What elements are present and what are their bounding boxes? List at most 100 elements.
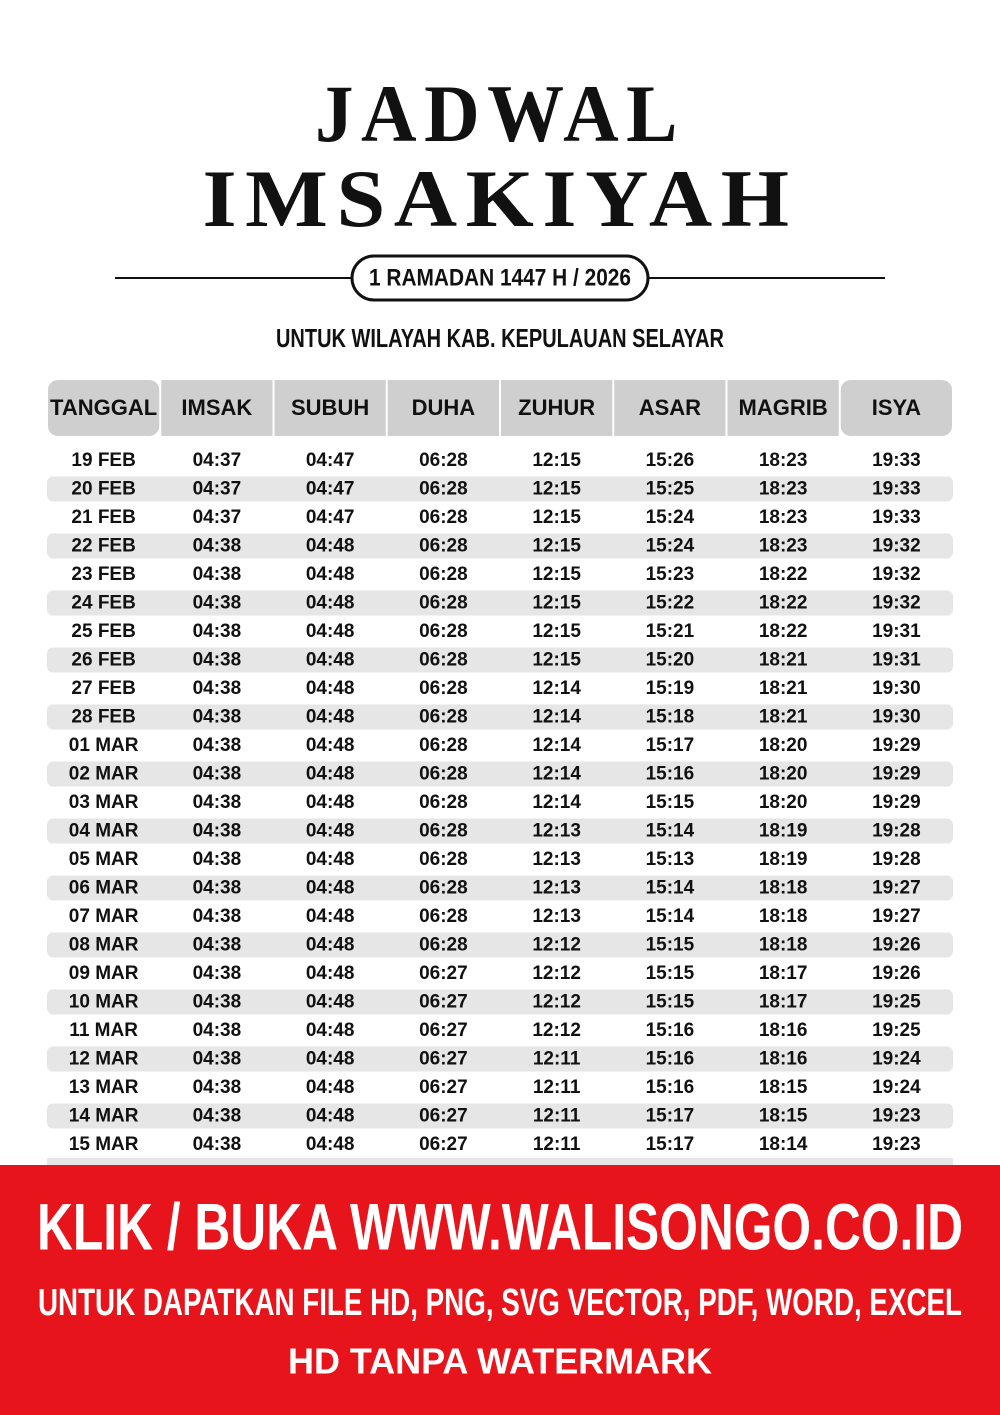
cell: 08 MAR	[69, 935, 139, 956]
cell: 15:14	[646, 906, 695, 927]
cell: 15:23	[646, 564, 695, 585]
cell: 04:48	[306, 821, 355, 842]
cell: 12:15	[532, 564, 581, 585]
cell: 04:48	[306, 963, 355, 984]
banner-line3: HD TANPA WATERMARK	[288, 1341, 712, 1382]
cell: 03 MAR	[69, 792, 139, 813]
cell: 12:15	[532, 650, 581, 671]
cell: 04:48	[306, 849, 355, 870]
cell: 07 MAR	[69, 906, 139, 927]
cell: 04:38	[193, 992, 242, 1013]
cell: 11 MAR	[69, 1020, 138, 1041]
cell: 14 MAR	[69, 1106, 139, 1127]
cell: 04:48	[306, 992, 355, 1013]
cell: 15:17	[646, 735, 695, 756]
cell: 15:17	[646, 1134, 695, 1155]
cell: 22 FEB	[71, 536, 135, 557]
cell: 04:38	[193, 621, 242, 642]
cell: 15:22	[646, 593, 695, 614]
header-cell	[387, 380, 499, 436]
cell: 04:48	[306, 1134, 355, 1155]
cell: 15:15	[646, 935, 695, 956]
row-stripe	[47, 647, 953, 673]
column-header: SUBUH	[291, 395, 369, 420]
cell: 12:13	[532, 849, 581, 870]
cell: 27 FEB	[71, 678, 135, 699]
cell: 18:18	[759, 906, 808, 927]
cell: 06:28	[419, 479, 468, 500]
cell: 18:19	[759, 821, 808, 842]
header-cell	[727, 380, 839, 436]
cell: 12:12	[532, 992, 581, 1013]
cell: 04:38	[193, 1020, 242, 1041]
cell: 06:28	[419, 621, 468, 642]
cell: 18:23	[759, 507, 808, 528]
cell: 04:38	[193, 1106, 242, 1127]
cell: 19:29	[872, 764, 921, 785]
cell: 04:48	[306, 536, 355, 557]
cell: 06:28	[419, 536, 468, 557]
cell: 04:38	[193, 906, 242, 927]
cell: 06:28	[419, 678, 468, 699]
cell: 19:23	[872, 1134, 921, 1155]
row-stripe	[47, 476, 953, 502]
cell: 19:32	[872, 536, 921, 557]
cell: 19:27	[872, 878, 921, 899]
cell: 04:38	[193, 764, 242, 785]
cell: 04:48	[306, 707, 355, 728]
cell: 12:15	[532, 507, 581, 528]
cell: 18:20	[759, 792, 808, 813]
cell: 12:14	[532, 707, 581, 728]
column-header: ASAR	[639, 395, 701, 420]
cell: 19:23	[872, 1106, 921, 1127]
cell: 19:33	[872, 450, 921, 471]
banner-line2: UNTUK DAPATKAN FILE HD, PNG, SVG VECTOR,…	[38, 1282, 962, 1324]
cell: 04:38	[193, 650, 242, 671]
cell: 04:48	[306, 1049, 355, 1070]
cell: 04:47	[306, 507, 355, 528]
cell: 06:27	[419, 1134, 468, 1155]
title-line2: IMSAKIYAH	[203, 153, 798, 244]
badge: 1 RAMADAN 1447 H / 2026	[369, 264, 631, 291]
cell: 04:48	[306, 735, 355, 756]
cell: 04:48	[306, 593, 355, 614]
row-stripe	[47, 1158, 953, 1168]
cell: 04:48	[306, 621, 355, 642]
cell: 19 FEB	[71, 450, 135, 471]
title-line1: JADWAL	[315, 68, 685, 159]
cell: 19:31	[872, 621, 921, 642]
cell: 06:28	[419, 906, 468, 927]
cell: 06:28	[419, 764, 468, 785]
cell: 04:48	[306, 935, 355, 956]
cell: 06:28	[419, 564, 468, 585]
cell: 04:48	[306, 678, 355, 699]
cell: 19:30	[872, 707, 921, 728]
cell: 18:17	[759, 963, 808, 984]
cell: 19:25	[872, 992, 921, 1013]
cell: 19:26	[872, 963, 921, 984]
cell: 18:21	[759, 678, 808, 699]
cell: 04:38	[193, 1077, 242, 1098]
cell: 15:25	[646, 479, 695, 500]
column-header: DUHA	[412, 395, 476, 420]
cell: 19:33	[872, 479, 921, 500]
cell: 04:38	[193, 1134, 242, 1155]
cell: 09 MAR	[69, 963, 139, 984]
cell: 19:30	[872, 678, 921, 699]
cell: 19:32	[872, 593, 921, 614]
cell: 04:38	[193, 963, 242, 984]
banner-line1[interactable]: KLIK / BUKA WWW.WALISONGO.CO.ID	[37, 1189, 963, 1263]
cell: 06:27	[419, 992, 468, 1013]
cell: 15:16	[646, 1049, 695, 1070]
cell: 04:38	[193, 821, 242, 842]
cell: 04:48	[306, 564, 355, 585]
row-stripe	[47, 1103, 953, 1129]
banner	[0, 1165, 1000, 1415]
cell: 18:21	[759, 650, 808, 671]
cell: 15:19	[646, 678, 695, 699]
cell: 04:38	[193, 707, 242, 728]
cell: 04:38	[193, 1049, 242, 1070]
cell: 18:22	[759, 621, 808, 642]
row-stripe	[47, 932, 953, 958]
cell: 06:28	[419, 821, 468, 842]
